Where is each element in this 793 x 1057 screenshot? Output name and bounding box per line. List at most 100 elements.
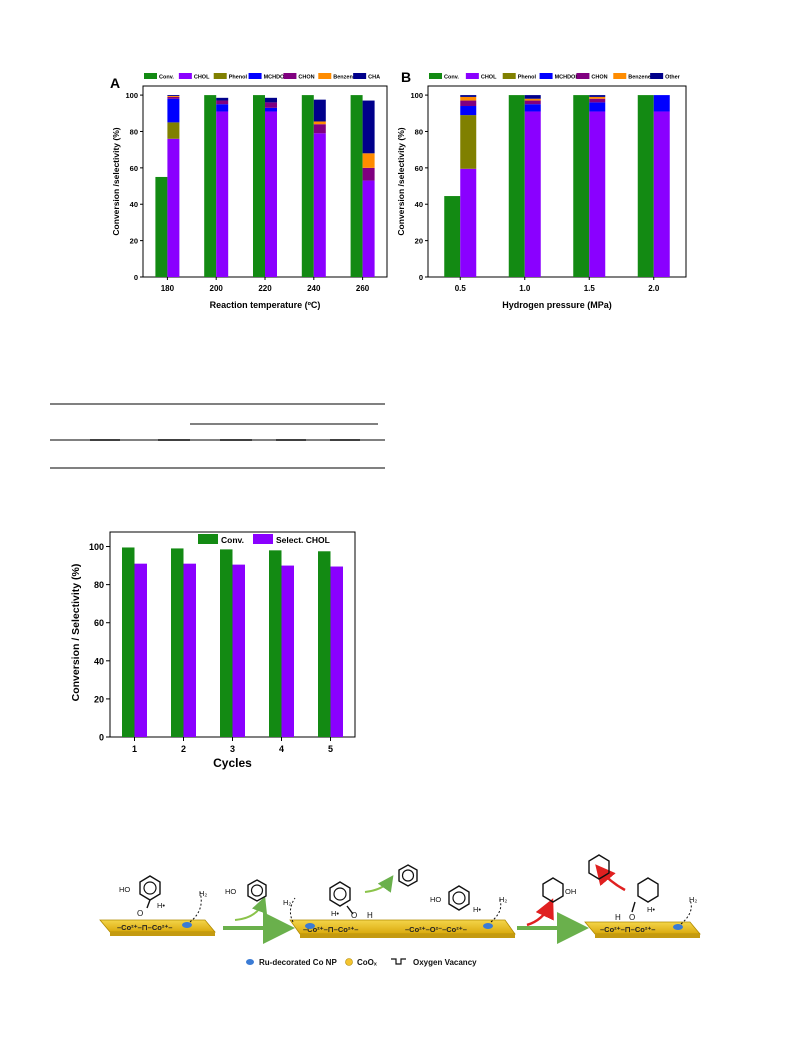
bar-segment-cha (265, 97, 277, 103)
h-label: H (367, 911, 373, 920)
ru-co-np-legend-icon (246, 959, 254, 965)
legend-swatch (198, 534, 218, 544)
plot-frame (427, 85, 687, 278)
cyclohexane-product-icon (588, 854, 610, 880)
legend-label: CHOL (194, 75, 210, 81)
y-tick-label: 100 (410, 91, 423, 100)
legend-swatch (248, 73, 262, 79)
adsorbed-cyclohexanol-icon (631, 877, 659, 913)
chart-panel-b: 0 20 40 60 80 100 0.5 1.0 1.5 2.0 Conv. CHOL Phenol M… (396, 70, 687, 310)
legend-label: Other (665, 75, 681, 81)
legend-swatch (576, 73, 590, 79)
y-tick-label: 0 (134, 273, 138, 282)
bar-segment-other (524, 95, 541, 99)
bar-segment-chol (362, 180, 375, 277)
panel-letter: A (110, 75, 120, 91)
benzene-icon (398, 864, 418, 887)
bar-selectivity-chol (330, 566, 343, 737)
bar-selectivity-chol (183, 563, 196, 737)
bar-selectivity-chol (232, 564, 245, 737)
bar-conversion (269, 550, 282, 737)
x-tick-label: 1 (132, 744, 137, 754)
catalyst-slab-2 (289, 919, 516, 938)
bar-segment-phenol (460, 115, 477, 169)
bar-conversion (318, 551, 331, 737)
x-tick-label: 180 (161, 284, 175, 293)
y-axis-title: Conversion / Selectivity (%) (70, 564, 82, 702)
bar-segment-chon (313, 124, 326, 134)
bar-segment-mchdol (524, 104, 541, 112)
legend-ru-text: Ru-decorated Co NP (259, 958, 337, 967)
desorption-arrow-1 (234, 896, 267, 921)
bar-segment-chon (362, 167, 375, 181)
ho-label: HO (225, 887, 236, 896)
bar-segment-chon (589, 98, 606, 103)
legend-label: Phenol (229, 75, 248, 81)
bar-conversion (573, 95, 590, 277)
y-tick-label: 0 (419, 273, 423, 282)
legend-swatch (465, 73, 479, 79)
desorption-arrow-3 (526, 898, 554, 927)
surface-label-4: –Co²⁺–⊓–Co²⁺– (600, 925, 655, 934)
bar-segment-other (460, 95, 477, 97)
bar-segment-cha (167, 95, 180, 97)
legend-label: MCHDOL (555, 75, 580, 81)
ru-co-np-icon (483, 923, 493, 929)
legend-label: Phenol (518, 75, 537, 81)
bar-segment-chol (460, 168, 477, 277)
ru-co-np-icon (305, 923, 315, 929)
h-dot-label: H• (157, 901, 165, 910)
bar-segment-benzene (362, 153, 375, 168)
legend-swatch (144, 73, 157, 79)
legend-label: Benzene (333, 75, 356, 81)
x-tick-label: 2 (181, 744, 186, 754)
y-tick-label: 40 (130, 200, 138, 209)
ho-label: HO (119, 885, 130, 894)
phenol-molecule-icon (139, 875, 161, 909)
x-tick-label: 4 (279, 744, 284, 754)
y-tick-label: 100 (125, 91, 138, 100)
x-tick-label: 200 (210, 284, 224, 293)
bar-segment-mchdol (460, 106, 477, 116)
legend-swatch (318, 73, 332, 79)
bar-conversion (171, 548, 184, 737)
x-axis-title: Reaction temperature (ºC) (210, 300, 321, 310)
legend-label: CHON (591, 75, 607, 81)
bar-segment-benzene (167, 96, 180, 97)
ho-label: HO (430, 895, 441, 904)
chart-panel-a: 0 20 40 60 80 100 180 200 220 240 260 Conv. CHOL Phen… (110, 73, 388, 310)
bar-segment-chon (216, 100, 229, 105)
y-tick-label: 100 (89, 542, 104, 552)
bar-segment-chon (167, 96, 180, 99)
desorption-arrow-4 (595, 864, 626, 892)
h-dot-label: H• (331, 909, 339, 918)
y-axis-title: Conversion /selectivity (%) (111, 127, 121, 235)
y-tick-label: 60 (94, 618, 104, 628)
legend-swatch (353, 73, 367, 79)
desorption-arrow-2 (364, 875, 394, 893)
legend-label: CHA (368, 75, 380, 81)
y-tick-label: 20 (415, 237, 423, 246)
x-tick-label: 5 (328, 744, 333, 754)
o-label: O (137, 909, 143, 918)
x-tick-label: 1.5 (584, 284, 596, 293)
bar-conversion (220, 549, 233, 737)
legend-label: MCHDOL (264, 75, 289, 81)
bar-segment-mchdol (167, 98, 180, 123)
y-tick-label: 80 (94, 580, 104, 590)
bar-segment-benzene (313, 121, 326, 125)
bar-conversion (637, 95, 654, 277)
h2-label: H₂ (199, 889, 207, 898)
h2-label: H₂ (499, 895, 507, 904)
o-label: O (351, 911, 357, 920)
legend-label: Benzene (628, 75, 651, 81)
y-tick-label: 0 (99, 733, 104, 743)
bar-segment-chol (313, 133, 326, 277)
oxygen-vacancy-legend-icon (391, 958, 406, 965)
ru-co-np-icon (673, 924, 683, 930)
x-tick-label: 1.0 (519, 284, 531, 293)
x-axis-title: Cycles (213, 756, 252, 770)
bar-segment-chol (167, 138, 180, 277)
legend-label: CHOL (481, 75, 497, 81)
bar-segment-chol (524, 111, 541, 277)
